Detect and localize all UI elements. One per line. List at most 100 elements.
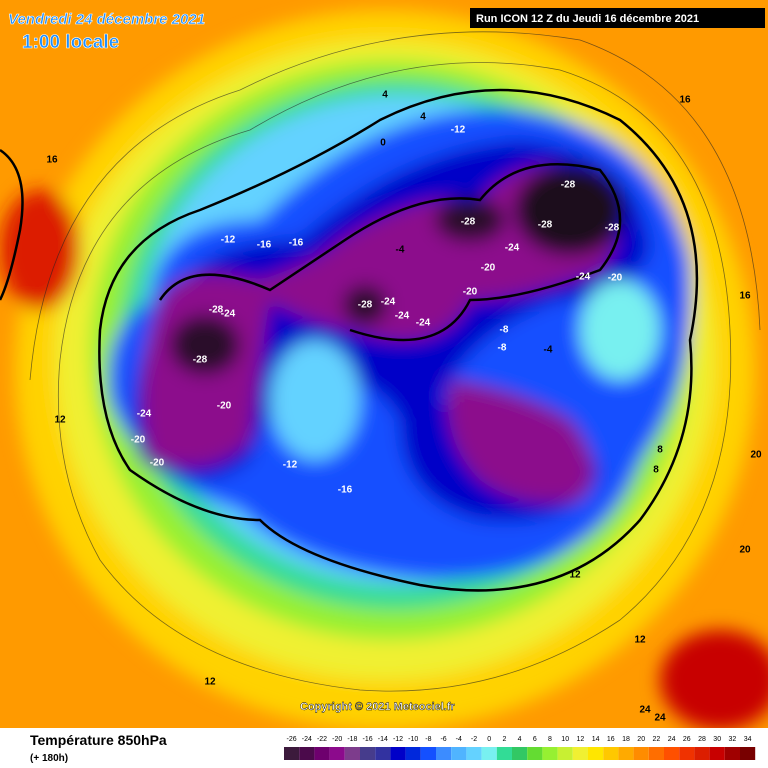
scale-label: -6 <box>440 736 446 743</box>
scale-swatch <box>344 747 360 760</box>
contour-label: -24 <box>221 309 236 320</box>
contour-label: -28 <box>358 300 373 311</box>
scale-swatch <box>375 747 391 760</box>
contour-label: 24 <box>639 705 651 716</box>
scale-label: 20 <box>637 736 645 743</box>
contour-label: -24 <box>505 243 520 254</box>
contour-label: 16 <box>46 155 58 166</box>
scale-label: 30 <box>713 736 721 743</box>
scale-label: 2 <box>502 736 506 743</box>
contour-label: -16 <box>289 238 304 249</box>
forecast-date: Vendredi 24 décembre 2021 <box>8 11 205 28</box>
scale-swatch <box>299 747 315 760</box>
scale-swatch <box>572 747 588 760</box>
thin-contours <box>29 31 761 692</box>
contour-label: -4 <box>396 245 405 256</box>
scale-label: 0 <box>487 736 491 743</box>
contour-label: 4 <box>382 90 388 101</box>
contour-label: -24 <box>137 409 152 420</box>
scale-label: -8 <box>425 736 431 743</box>
scale-swatch <box>390 747 406 760</box>
scale-swatch <box>618 747 634 760</box>
contour-label: -20 <box>217 401 232 412</box>
scale-swatch <box>603 747 619 760</box>
scale-label: 34 <box>744 736 752 743</box>
scale-label: 32 <box>729 736 737 743</box>
scale-label: -2 <box>471 736 477 743</box>
scale-label: 16 <box>607 736 615 743</box>
scale-swatch <box>451 747 467 760</box>
contour-label: -24 <box>381 297 396 308</box>
contour-label: 12 <box>204 677 216 688</box>
contour-label: -4 <box>544 345 553 356</box>
thick-contours <box>0 88 699 592</box>
contour-label: 0 <box>380 138 386 149</box>
contour-label: -8 <box>498 343 507 354</box>
scale-swatch <box>284 747 300 760</box>
contour-label: -20 <box>608 273 623 284</box>
contour-label: 4 <box>420 112 426 123</box>
scale-swatch <box>496 747 512 760</box>
contour-label: -28 <box>538 220 553 231</box>
contour-label: -8 <box>500 325 509 336</box>
contour-label: -20 <box>131 435 146 446</box>
scale-label: 10 <box>561 736 569 743</box>
scale-swatch <box>512 747 528 760</box>
map-labels: -28-28 -28 -28-28 -24-24-20-20-24-24-24 -20-… <box>46 90 762 724</box>
run-box <box>470 8 765 28</box>
contour-label: -16 <box>257 240 272 251</box>
contour-label: 20 <box>739 545 751 556</box>
scale-swatch <box>664 747 680 760</box>
contour-label: -28 <box>209 305 224 316</box>
contour-label: 20 <box>750 450 762 461</box>
contour-label: 12 <box>634 635 646 646</box>
scale-label: -20 <box>332 736 342 743</box>
color-scale: -26 -24 -22 -20 -18 -16 -14 -12 -10 -8 -6 -4 -2 0 2 4 6 8… <box>284 736 756 760</box>
scale-swatch <box>329 747 345 760</box>
contour-label: 8 <box>657 445 663 456</box>
contour-label: -24 <box>416 318 431 329</box>
scale-swatch <box>588 747 604 760</box>
scale-label: 12 <box>577 736 585 743</box>
contour-label: -12 <box>451 125 466 136</box>
contour-label: -20 <box>150 458 165 469</box>
scale-label: -22 <box>317 736 327 743</box>
scale-label: 6 <box>533 736 537 743</box>
contour-label: -28 <box>193 355 208 366</box>
scale-label: -12 <box>393 736 403 743</box>
scale-label: 18 <box>622 736 630 743</box>
scale-swatch <box>360 747 376 760</box>
scale-swatch <box>694 747 710 760</box>
scale-swatch <box>557 747 573 760</box>
scale-swatch <box>740 747 756 760</box>
scale-swatch <box>527 747 543 760</box>
scale-swatch <box>709 747 725 760</box>
scale-label: -10 <box>408 736 418 743</box>
scale-label: -4 <box>456 736 462 743</box>
scale-swatch <box>724 747 740 760</box>
run-info: Run ICON 12 Z du Jeudi 16 décembre 2021 <box>476 13 699 25</box>
scale-label: 14 <box>592 736 600 743</box>
contour-label: -20 <box>481 263 496 274</box>
scale-label: 22 <box>653 736 661 743</box>
contour-label: -20 <box>463 287 478 298</box>
contour-label: 16 <box>739 291 751 302</box>
scale-swatch <box>679 747 695 760</box>
scale-label: -14 <box>378 736 388 743</box>
scale-label: -18 <box>347 736 357 743</box>
scale-label: 26 <box>683 736 691 743</box>
contour-label: -28 <box>561 180 576 191</box>
field-title: Température 850hPa <box>30 732 167 748</box>
contour-label: 12 <box>54 415 66 426</box>
scale-label: -24 <box>302 736 312 743</box>
map: -28-28 -28 -28-28 -24-24-20-20-24-24-24 -20-… <box>0 0 768 728</box>
scale-swatch <box>481 747 497 760</box>
contour-label: -16 <box>338 485 353 496</box>
scale-label: 4 <box>518 736 522 743</box>
scale-swatch <box>405 747 421 760</box>
scale-label: -16 <box>363 736 373 743</box>
lead-time: (+ 180h) <box>30 753 68 764</box>
scale-swatch <box>420 747 436 760</box>
contour-label: -24 <box>395 311 410 322</box>
contour-label: -28 <box>461 217 476 228</box>
